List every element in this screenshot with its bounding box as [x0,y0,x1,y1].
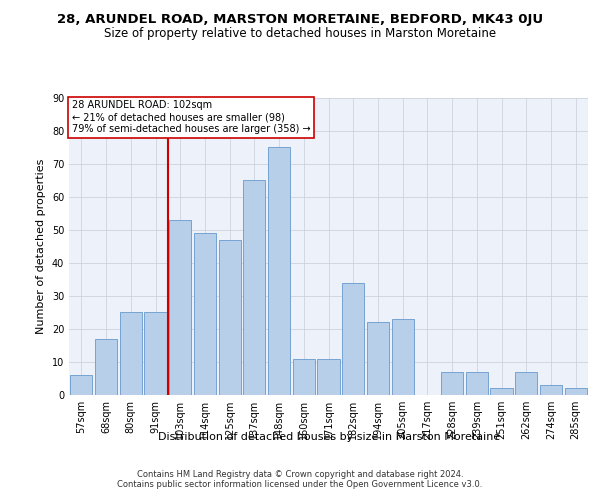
Text: Distribution of detached houses by size in Marston Moretaine: Distribution of detached houses by size … [158,432,500,442]
Bar [515,372,538,395]
Text: 28, ARUNDEL ROAD, MARSTON MORETAINE, BEDFORD, MK43 0JU: 28, ARUNDEL ROAD, MARSTON MORETAINE, BED… [57,12,543,26]
Bar [218,240,241,395]
Y-axis label: Number of detached properties: Number of detached properties [36,158,46,334]
Bar [490,388,512,395]
Bar [194,233,216,395]
Bar [540,385,562,395]
Bar [243,180,265,395]
Bar [342,282,364,395]
Bar [317,358,340,395]
Bar [293,358,315,395]
Text: Contains public sector information licensed under the Open Government Licence v3: Contains public sector information licen… [118,480,482,489]
Bar [145,312,167,395]
Text: 28 ARUNDEL ROAD: 102sqm
← 21% of detached houses are smaller (98)
79% of semi-de: 28 ARUNDEL ROAD: 102sqm ← 21% of detache… [71,100,310,134]
Bar [119,312,142,395]
Bar [392,319,414,395]
Text: Contains HM Land Registry data © Crown copyright and database right 2024.: Contains HM Land Registry data © Crown c… [137,470,463,479]
Bar [95,339,117,395]
Bar [70,375,92,395]
Text: Size of property relative to detached houses in Marston Moretaine: Size of property relative to detached ho… [104,28,496,40]
Bar [466,372,488,395]
Bar [565,388,587,395]
Bar [441,372,463,395]
Bar [268,147,290,395]
Bar [367,322,389,395]
Bar [169,220,191,395]
